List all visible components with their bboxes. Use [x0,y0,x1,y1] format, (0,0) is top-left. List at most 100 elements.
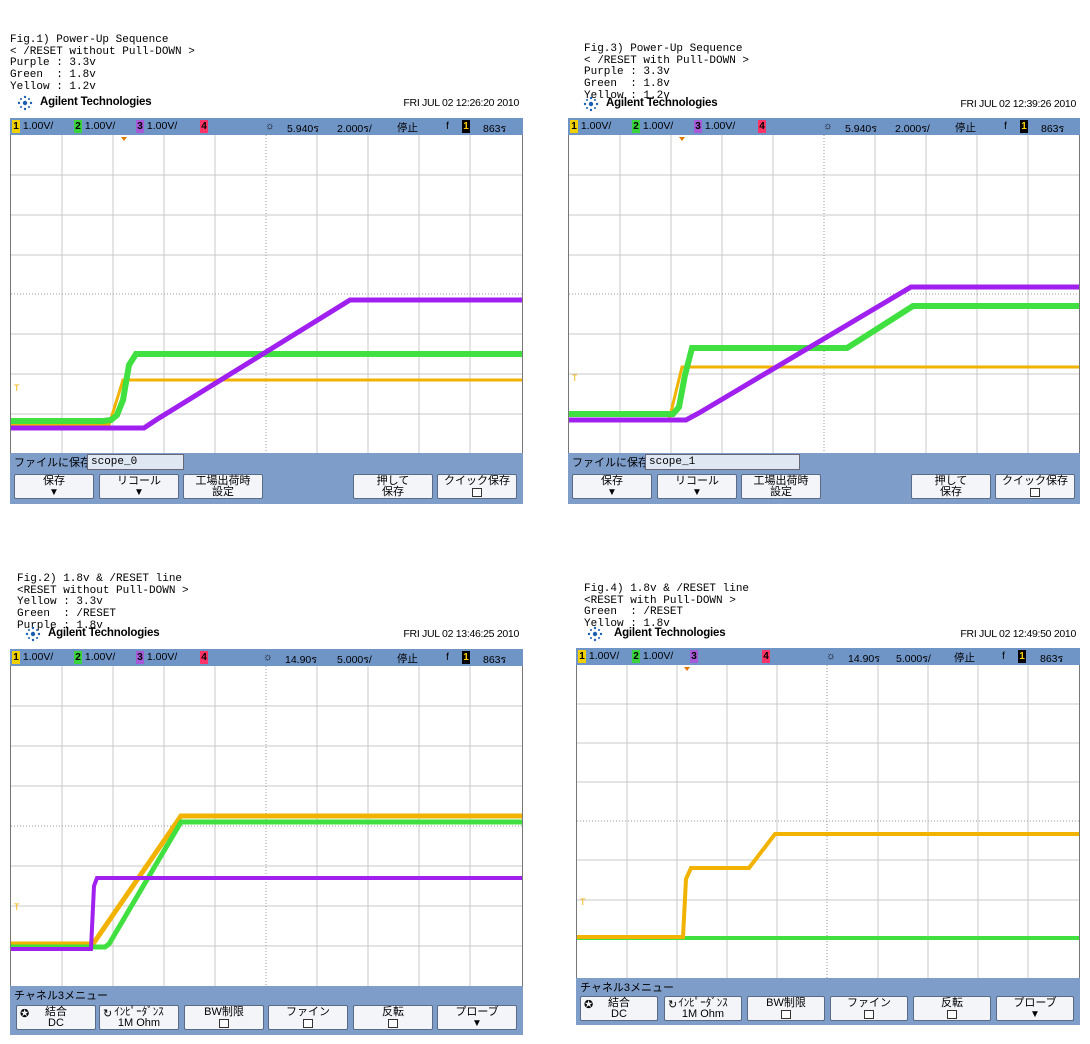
coupling-button[interactable]: ✪ 結合 DC [16,1005,96,1030]
probe-label: プローブ [1013,997,1057,1009]
quick-save-label: クイック保存 [1002,475,1068,487]
factory-default-label-2: 設定 [770,486,792,498]
caption: Fig.4) 1.8v & /RESET line <RESET with Pul… [584,583,750,630]
ch3-scale: 1.00V/ [146,651,178,663]
panel-fig1: Fig.1) Power-Up Sequence < /RESET without… [10,12,523,504]
checkbox-icon [947,1010,957,1019]
probe-button[interactable]: プローブ ▼ [437,1005,517,1030]
invert-label: 反転 [941,997,963,1009]
brand-row: Agilent Technologies FRI JUL 02 12:26:20… [10,93,523,113]
channel-2-icon[interactable]: 2 [74,120,82,133]
impedance-button[interactable]: ↻ ｲﾝﾋﾟｰﾀﾞﾝｽ 1M Ohm [99,1005,179,1030]
waveform-canvas: T [11,135,522,453]
run-state: 停止 [955,122,976,134]
channel-4-icon[interactable]: 4 [762,650,770,663]
trigger-level: 863ร [483,123,507,135]
panel-fig3: Fig.3) Power-Up Sequence < /RESET with Pu… [568,21,1080,504]
invert-button[interactable]: 反転 [353,1005,433,1030]
trace-purple [11,876,522,951]
fine-button[interactable]: ファイン [830,996,908,1021]
filename-field[interactable]: scope_0 [87,454,184,470]
factory-default-label: 工場出荷時 [195,475,251,487]
coupling-button[interactable]: ✪ 結合 DC [580,996,658,1021]
ch3-scale: 1.00V/ [704,120,736,132]
checkbox-icon [388,1019,398,1028]
knob-icon: ✪ [584,999,594,1011]
menu-title: チャネル3メニュー [580,982,675,994]
brand-name: Agilent Technologies [606,97,718,109]
trace-purple [569,284,1079,423]
probe-button[interactable]: プローブ ▼ [996,996,1074,1021]
brand-name: Agilent Technologies [614,627,726,639]
caption: Fig.3) Power-Up Sequence < /RESET with Pu… [584,43,750,102]
channel-1-icon[interactable]: 1 [578,650,586,663]
svg-text:T: T [580,897,586,907]
factory-default-button[interactable]: 工場出荷時 設定 [741,474,821,499]
channel-4-icon[interactable]: 4 [200,120,208,133]
press-to-save-label: 押して [376,475,410,487]
arrow-down-icon: ▼ [49,487,59,498]
waveform-canvas: T [11,666,522,986]
channel-4-icon[interactable]: 4 [758,120,766,133]
channel-2-icon[interactable]: 2 [74,651,82,664]
trace-yellow [11,378,522,427]
press-to-save-label-2: 保存 [382,486,404,498]
delay-value: 14.90ร [848,653,880,665]
checkbox-icon [303,1019,313,1028]
channel-3-icon[interactable]: 3 [136,651,144,664]
trace-green [569,303,1079,417]
panel-fig2: Fig.2) 1.8v & /RESET line <RESET without … [10,551,523,1035]
press-to-save-label: 押して [934,475,968,487]
caption: Fig.2) 1.8v & /RESET line <RESET without … [17,573,189,632]
channel-2-icon[interactable]: 2 [632,120,640,133]
waveform-display: T [10,135,523,453]
ch1-scale: 1.00V/ [22,120,54,132]
trace-purple [11,297,522,431]
fine-button[interactable]: ファイン [268,1005,348,1030]
arrow-down-icon: ▼ [607,487,617,498]
press-to-save-button[interactable]: 押して 保存 [353,474,433,499]
channel-1-icon[interactable]: 1 [570,120,578,133]
invert-button[interactable]: 反転 [913,996,991,1021]
waveform-canvas: T [569,135,1079,453]
arrow-down-icon: ▼ [472,1018,482,1029]
recall-button[interactable]: リコール ▼ [99,474,179,499]
bw-limit-button[interactable]: BW制限 [747,996,825,1021]
checkbox-icon [781,1010,791,1019]
ch2-scale: 1.00V/ [642,650,674,662]
impedance-button[interactable]: ↻ ｲﾝﾋﾟｰﾀﾞﾝｽ 1M Ohm [664,996,742,1021]
channel-4-icon[interactable]: 4 [200,651,208,664]
quick-save-button[interactable]: クイック保存 [437,474,517,499]
press-to-save-button[interactable]: 押して 保存 [911,474,991,499]
trigger-level: 863ร [1041,123,1065,135]
quick-save-button[interactable]: クイック保存 [995,474,1075,499]
channel-1-icon[interactable]: 1 [12,120,20,133]
channel-1-icon[interactable]: 1 [12,651,20,664]
brand-name: Agilent Technologies [48,627,160,639]
datetime: FRI JUL 02 12:39:26 2010 [960,98,1076,110]
arrow-down-icon: ▼ [692,487,702,498]
menu-title: ファイルに保存 = [14,457,101,469]
channel-3-icon[interactable]: 3 [694,120,702,133]
save-button[interactable]: 保存 ▼ [572,474,652,499]
channel-3-icon[interactable]: 3 [690,650,698,663]
status-bar: 1 1.00V/ 2 1.00V/ 3 1.00V/ 4 ☼ 5.940ร 2.… [10,118,523,135]
factory-default-button[interactable]: 工場出荷時 設定 [183,474,263,499]
bw-limit-button[interactable]: BW制限 [184,1005,264,1030]
fine-label: ファイン [847,997,891,1009]
factory-default-label: 工場出荷時 [753,475,809,487]
channel-2-icon[interactable]: 2 [632,650,640,663]
waveform-canvas: T [577,665,1079,978]
brand-row: Agilent Technologies FRI JUL 02 12:39:26… [568,94,1080,114]
save-button[interactable]: 保存 ▼ [14,474,94,499]
graticule [577,665,1079,978]
filename-field[interactable]: scope_1 [645,454,800,470]
trigger-slope-icon: f [1002,650,1005,662]
center-axes [11,666,522,986]
recall-button[interactable]: リコール ▼ [657,474,737,499]
save-label: 保存 [601,475,623,487]
delay-icon: ☼ [265,120,275,132]
svg-text:T: T [572,373,578,383]
channel-3-icon[interactable]: 3 [136,120,144,133]
bw-limit-label: BW制限 [766,997,806,1009]
